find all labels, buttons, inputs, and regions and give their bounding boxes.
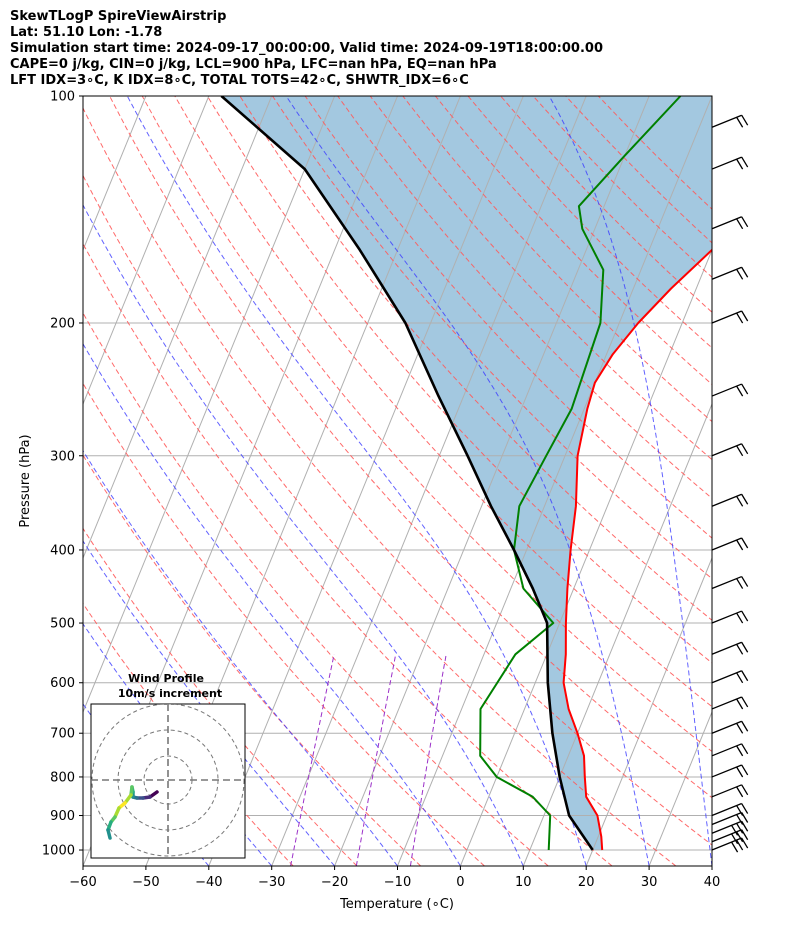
plot-area: [83, 96, 712, 866]
isotherm-line: [271, 96, 587, 866]
parcel-profile: [220, 96, 594, 851]
dry-adiabat-line: [83, 382, 485, 866]
wind-barb: [711, 114, 749, 128]
y-tick-label: 100: [50, 90, 75, 105]
mixing-ratio-line: [355, 654, 397, 866]
chart-header: SkewTLogP SpireViewAirstrip Lat: 51.10 L…: [10, 9, 603, 89]
wind-barb: [711, 537, 749, 551]
x-tick-label: −60: [69, 875, 96, 890]
isotherm-line: [83, 96, 147, 252]
isotherm-line: [522, 402, 712, 866]
x-tick-label: −40: [195, 875, 222, 890]
hodograph-subtitle: 10m/s increment: [118, 687, 222, 700]
mixing-ratio-line: [290, 654, 335, 866]
y-tick-label: 200: [50, 316, 75, 331]
wind-barb: [711, 820, 749, 836]
moist-adiabat-line: [83, 342, 461, 866]
dry-adiabat-line: [141, 96, 712, 753]
y-tick-label: 1000: [42, 844, 75, 859]
wind-barb: [711, 720, 749, 734]
x-axis-label: Temperature (∘C): [339, 897, 454, 912]
dry-adiabat-line: [206, 96, 712, 664]
wind-barb: [711, 837, 749, 853]
moist-adiabat-line: [285, 96, 650, 866]
isotherm-line: [83, 96, 84, 98]
time-line: Simulation start time: 2024-09-17_00:00:…: [10, 41, 603, 56]
x-tick-label: −50: [132, 875, 159, 890]
hodograph: Wind Profile 10m/s increment: [90, 672, 246, 859]
wind-barb: [711, 811, 749, 826]
isotherm-line: [83, 96, 336, 714]
y-tick-label: 600: [50, 676, 75, 691]
wind-barb: [711, 696, 749, 710]
isotherm-line: [83, 96, 273, 560]
isotherm-line: [208, 96, 524, 866]
isotherm-line: [648, 710, 712, 866]
wind-barb: [711, 764, 749, 778]
isotherm-line: [83, 96, 210, 406]
isotherm-line: [459, 248, 712, 866]
x-tick-label: −30: [258, 875, 285, 890]
y-tick-label: 900: [50, 809, 75, 824]
y-tick-label: 400: [50, 543, 75, 558]
wind-barbs: [711, 114, 749, 853]
hodograph-plot: [91, 704, 245, 858]
wind-barb: [711, 610, 749, 624]
hodograph-title: Wind Profile: [128, 672, 204, 685]
station-title: SkewTLogP SpireViewAirstrip: [10, 9, 227, 24]
dry-adiabat-line: [304, 96, 712, 539]
wind-barb: [711, 829, 749, 845]
wind-barb: [711, 784, 749, 798]
wind-barb: [711, 802, 749, 817]
isotherm-line: [334, 96, 650, 866]
dry-adiabat-line: [239, 96, 712, 621]
dry-adiabat-line: [109, 96, 712, 799]
wind-barb: [711, 743, 749, 757]
wind-barb: [711, 641, 749, 655]
dry-adiabat-line: [174, 96, 712, 708]
x-tick-label: 0: [456, 875, 464, 890]
y-tick-label: 700: [50, 727, 75, 742]
wind-barb: [711, 493, 749, 507]
x-tick-label: 40: [704, 875, 721, 890]
y-tick-label: 800: [50, 770, 75, 785]
y-axis-label: Pressure (hPa): [18, 434, 33, 527]
mixing-ratio-line: [409, 654, 447, 866]
x-tick-label: 10: [515, 875, 532, 890]
x-tick-label: −20: [321, 875, 348, 890]
axis-ticks: −60 −50 −40 −30 −20 −10 0 10 20 30 40 100 200 300 400 5…: [42, 90, 720, 891]
isotherm-line: [585, 556, 712, 866]
cape-line: CAPE=0 j/kg, CIN=0 j/kg, LCL=900 hPa, LF…: [10, 57, 497, 72]
dry-adiabat-line: [402, 96, 712, 423]
cin-cape-shading: [221, 96, 712, 850]
wind-barb: [711, 670, 749, 684]
y-tick-label: 300: [50, 449, 75, 464]
dry-adiabat-line: [272, 96, 712, 580]
x-tick-label: 20: [578, 875, 595, 890]
moist-adiabat-line: [83, 449, 398, 866]
x-tick-label: −10: [384, 875, 411, 890]
wind-barb: [711, 575, 749, 590]
wind-barb: [711, 443, 749, 457]
y-tick-label: 500: [50, 617, 75, 632]
location-line: Lat: 51.10 Lon: -1.78: [10, 25, 163, 40]
wind-barb: [711, 216, 749, 230]
dry-adiabat-line: [83, 454, 422, 866]
moist-adiabat-line: [83, 622, 273, 866]
dry-adiabat-line: [83, 107, 712, 846]
hodograph-segment: [106, 828, 112, 840]
indices-line: LFT IDX=3∘C, K IDX=8∘C, TOTAL TOTS=42∘C,…: [10, 73, 469, 88]
wind-barb: [711, 310, 749, 324]
dry-adiabat-line: [83, 527, 358, 866]
moist-adiabat-line: [83, 203, 524, 866]
dry-adiabat-line: [83, 174, 677, 866]
wind-barb: [711, 266, 749, 280]
temperature-profile: [562, 248, 712, 851]
wind-barb: [711, 383, 749, 397]
x-tick-label: 30: [641, 875, 658, 890]
wind-barb: [711, 156, 749, 170]
dry-adiabat-line: [83, 312, 549, 866]
